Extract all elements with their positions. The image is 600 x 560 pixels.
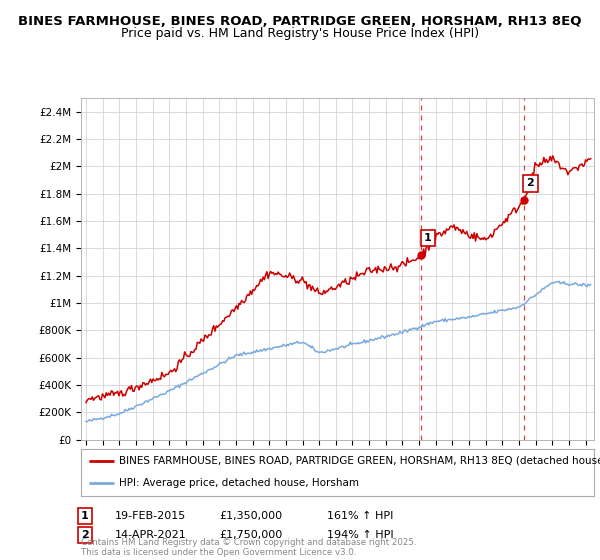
Text: 194% ↑ HPI: 194% ↑ HPI [327, 530, 394, 540]
Text: £1,750,000: £1,750,000 [219, 530, 282, 540]
Text: BINES FARMHOUSE, BINES ROAD, PARTRIDGE GREEN, HORSHAM, RH13 8EQ: BINES FARMHOUSE, BINES ROAD, PARTRIDGE G… [18, 15, 582, 28]
Text: Price paid vs. HM Land Registry's House Price Index (HPI): Price paid vs. HM Land Registry's House … [121, 27, 479, 40]
Text: 2: 2 [81, 530, 89, 540]
Text: HPI: Average price, detached house, Horsham: HPI: Average price, detached house, Hors… [119, 478, 359, 488]
Text: 1: 1 [424, 233, 432, 243]
Text: 2: 2 [526, 178, 534, 188]
Text: 1: 1 [81, 511, 89, 521]
Text: 19-FEB-2015: 19-FEB-2015 [115, 511, 187, 521]
Text: 161% ↑ HPI: 161% ↑ HPI [327, 511, 394, 521]
Text: 14-APR-2021: 14-APR-2021 [115, 530, 187, 540]
Text: Contains HM Land Registry data © Crown copyright and database right 2025.
This d: Contains HM Land Registry data © Crown c… [81, 538, 416, 557]
Text: £1,350,000: £1,350,000 [219, 511, 282, 521]
Text: BINES FARMHOUSE, BINES ROAD, PARTRIDGE GREEN, HORSHAM, RH13 8EQ (detached house): BINES FARMHOUSE, BINES ROAD, PARTRIDGE G… [119, 456, 600, 466]
